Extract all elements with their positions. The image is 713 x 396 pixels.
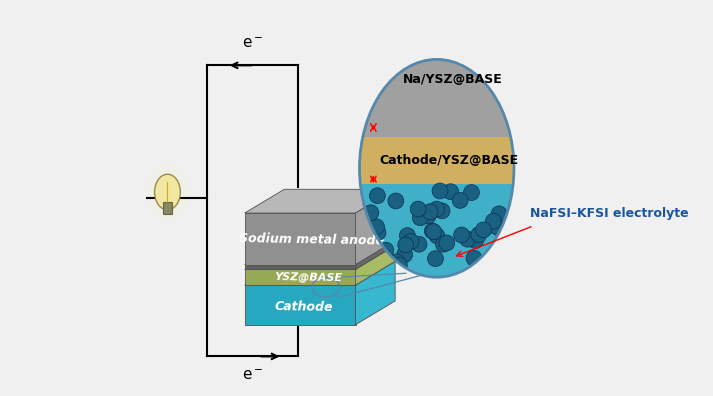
Circle shape	[388, 193, 404, 209]
Circle shape	[410, 201, 426, 217]
FancyBboxPatch shape	[163, 202, 173, 214]
Circle shape	[411, 236, 427, 252]
Circle shape	[476, 222, 491, 238]
Polygon shape	[245, 241, 395, 265]
Text: Cathode: Cathode	[275, 300, 334, 314]
Circle shape	[495, 224, 511, 240]
Text: Na/YSZ@BASE: Na/YSZ@BASE	[403, 73, 503, 86]
Circle shape	[398, 237, 414, 253]
Circle shape	[389, 254, 405, 270]
Circle shape	[436, 236, 451, 252]
Polygon shape	[245, 285, 356, 325]
Circle shape	[412, 210, 428, 226]
Circle shape	[426, 224, 441, 240]
Circle shape	[471, 227, 487, 243]
Circle shape	[488, 219, 504, 235]
Circle shape	[432, 183, 448, 199]
Text: Cathode/YSZ@BASE: Cathode/YSZ@BASE	[379, 154, 518, 167]
Circle shape	[468, 233, 483, 249]
Circle shape	[424, 223, 440, 239]
Circle shape	[439, 235, 455, 251]
Circle shape	[403, 234, 419, 249]
Circle shape	[434, 203, 450, 219]
Text: YSZ@BASE: YSZ@BASE	[274, 272, 342, 283]
Circle shape	[463, 185, 479, 200]
Circle shape	[378, 242, 394, 258]
Circle shape	[369, 219, 384, 235]
Polygon shape	[352, 51, 522, 137]
Text: NaFSI–KFSI electrolyte: NaFSI–KFSI electrolyte	[530, 208, 689, 220]
Polygon shape	[245, 261, 395, 285]
Circle shape	[370, 225, 386, 240]
Circle shape	[399, 228, 415, 244]
Text: e$^-$: e$^-$	[242, 368, 263, 383]
Circle shape	[428, 251, 443, 267]
Ellipse shape	[359, 59, 514, 277]
Circle shape	[466, 250, 482, 266]
Circle shape	[420, 208, 436, 224]
Circle shape	[486, 261, 501, 277]
Polygon shape	[356, 189, 395, 265]
Circle shape	[452, 192, 468, 208]
Polygon shape	[245, 265, 356, 269]
Circle shape	[429, 201, 445, 217]
Polygon shape	[356, 261, 395, 325]
Polygon shape	[245, 246, 395, 269]
Text: e$^-$: e$^-$	[242, 36, 263, 51]
Circle shape	[460, 231, 476, 247]
Ellipse shape	[147, 166, 188, 219]
Circle shape	[363, 205, 379, 221]
Polygon shape	[356, 246, 395, 285]
Circle shape	[369, 188, 385, 204]
Polygon shape	[245, 269, 356, 285]
Polygon shape	[356, 241, 395, 269]
Circle shape	[391, 257, 407, 273]
Ellipse shape	[155, 174, 180, 210]
Circle shape	[396, 247, 413, 263]
Circle shape	[443, 184, 458, 200]
Circle shape	[453, 227, 469, 243]
Circle shape	[486, 213, 501, 229]
Polygon shape	[245, 213, 356, 265]
Polygon shape	[352, 51, 522, 184]
Text: Sodium metal anode: Sodium metal anode	[240, 232, 384, 248]
Circle shape	[491, 206, 507, 222]
Circle shape	[429, 228, 445, 244]
Polygon shape	[245, 189, 395, 213]
Circle shape	[422, 204, 438, 220]
